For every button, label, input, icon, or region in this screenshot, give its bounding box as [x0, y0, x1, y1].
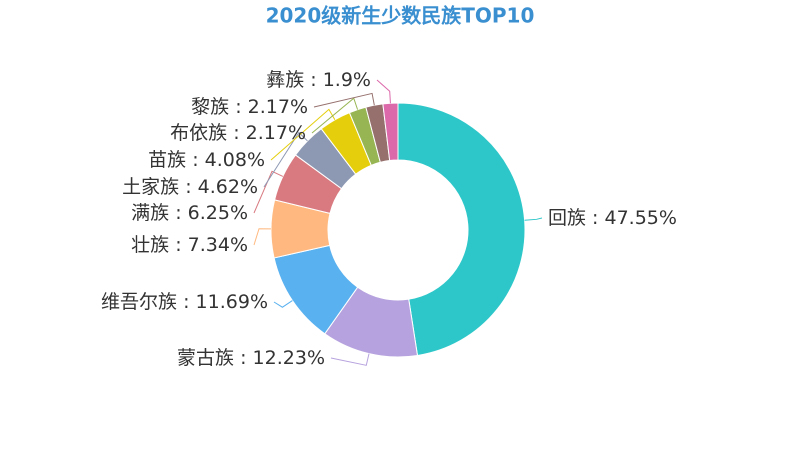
label-name: 彝族	[266, 69, 304, 91]
slice-label: 苗族 : 4.08%	[148, 149, 265, 171]
label-separator: :	[177, 291, 195, 313]
slice-label: 布依族 : 2.17%	[170, 122, 306, 144]
label-separator: :	[227, 122, 245, 144]
label-value: 11.69%	[196, 291, 268, 313]
label-name: 壮族	[131, 234, 169, 256]
label-value: 6.25%	[188, 202, 248, 224]
label-separator: :	[179, 176, 197, 198]
leader-line	[270, 108, 336, 161]
label-value: 2.17%	[248, 96, 308, 118]
pie-slice	[382, 102, 399, 162]
label-separator: :	[169, 234, 187, 256]
slice-label: 维吾尔族 : 11.69%	[101, 291, 268, 313]
slice-label: 彝族 : 1.9%	[266, 69, 371, 91]
label-separator: :	[229, 96, 247, 118]
slice-label: 满族 : 6.25%	[131, 202, 248, 224]
label-value: 1.9%	[323, 69, 371, 91]
label-name: 蒙古族	[177, 347, 234, 369]
label-name: 布依族	[170, 122, 227, 144]
pie-slice	[397, 102, 526, 357]
label-value: 7.34%	[188, 234, 248, 256]
slice-label: 蒙古族 : 12.23%	[177, 347, 325, 369]
leader-line	[313, 92, 375, 108]
label-value: 4.08%	[205, 149, 265, 171]
label-name: 维吾尔族	[101, 291, 177, 313]
label-name: 苗族	[148, 149, 186, 171]
label-value: 12.23%	[253, 347, 325, 369]
slice-label: 黎族 : 2.17%	[191, 96, 308, 118]
leader-line	[376, 79, 391, 104]
label-value: 4.62%	[198, 176, 258, 198]
leader-line	[273, 300, 293, 308]
label-separator: :	[586, 207, 604, 229]
label-separator: :	[169, 202, 187, 224]
leader-line	[524, 217, 543, 221]
leader-line	[253, 228, 272, 246]
label-value: 2.17%	[246, 122, 306, 144]
leader-line	[253, 170, 284, 214]
slice-label: 回族 : 47.55%	[548, 207, 677, 229]
label-name: 黎族	[191, 96, 229, 118]
leader-line	[330, 353, 370, 366]
label-separator: :	[186, 149, 204, 171]
label-name: 回族	[548, 207, 586, 229]
label-name: 土家族	[122, 176, 179, 198]
label-separator: :	[304, 69, 322, 91]
slice-label: 土家族 : 4.62%	[122, 176, 258, 198]
label-name: 满族	[131, 202, 169, 224]
label-separator: :	[234, 347, 252, 369]
leader-line	[263, 131, 308, 188]
chart-title: 2020级新生少数民族TOP10	[266, 4, 535, 28]
slice-label: 壮族 : 7.34%	[131, 234, 248, 256]
label-value: 47.55%	[605, 207, 677, 229]
